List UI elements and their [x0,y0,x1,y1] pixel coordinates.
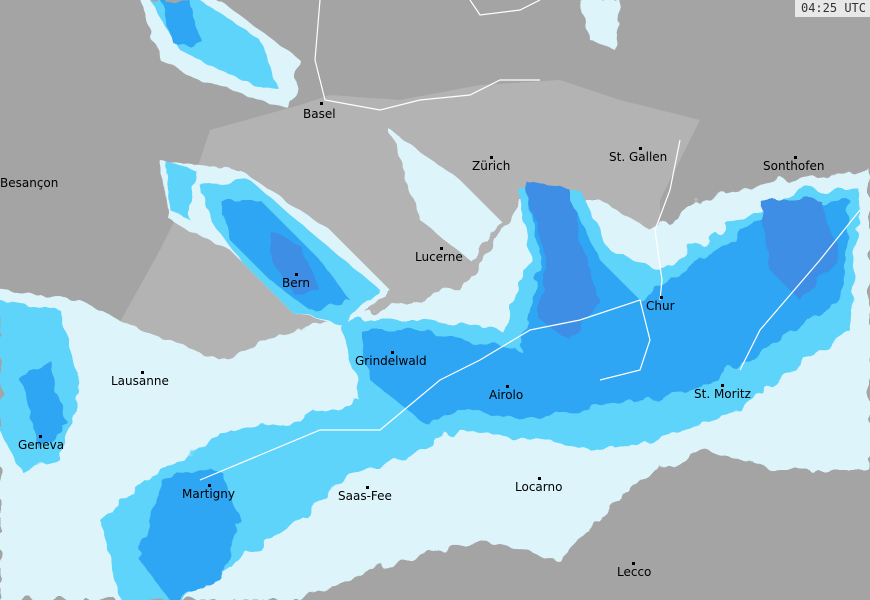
city-label: Lecco [617,565,652,579]
city-label: Zürich [472,159,511,173]
city-label: Basel [303,107,336,121]
city-label: Saas-Fee [338,489,392,503]
city-dot [721,384,724,387]
city-dot [295,273,298,276]
city-label: Sonthofen [763,159,825,173]
city-label: Airolo [489,388,524,402]
city-dot [208,484,211,487]
city-label: Bern [282,276,310,290]
city-label: Besançon [0,176,59,190]
borders [199,0,861,481]
city-label: Lucerne [415,250,463,264]
city-label: Grindelwald [355,354,427,368]
city-dot [141,371,144,374]
city-dot [794,156,797,159]
city-label: Lausanne [111,374,169,388]
city-dot [632,562,635,565]
city-dot [639,147,642,150]
city-dot [490,156,493,159]
city-dot [320,102,323,105]
city-dot [440,247,443,250]
city-dot [538,477,541,480]
city-label: St. Moritz [694,387,751,401]
city-label: St. Gallen [609,150,668,164]
city-dot [506,385,509,388]
city-label: Locarno [515,480,563,494]
city-dot [660,296,663,299]
city-label: Chur [646,299,675,313]
timestamp-label: 04:25 UTC [794,0,870,17]
city-label: Martigny [182,487,236,501]
city-dot [39,435,42,438]
city-dot [366,486,369,489]
city-dot [391,351,394,354]
city-label: Geneva [18,438,65,452]
